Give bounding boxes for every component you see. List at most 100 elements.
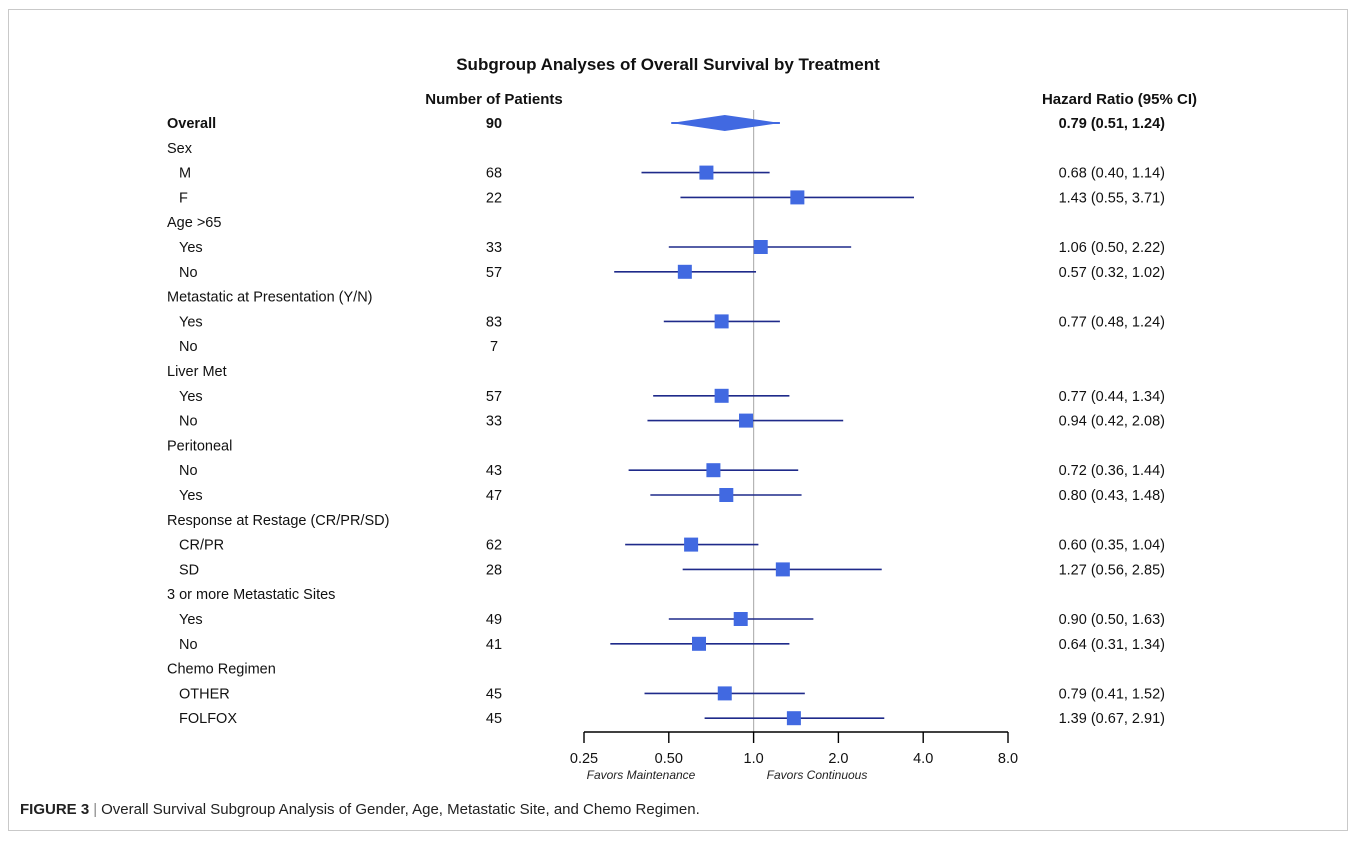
- patient-count: 45: [486, 686, 502, 702]
- forest-row: Yes 57 0.77 (0.44, 1.34): [179, 388, 1165, 405]
- forest-row: SD 28 1.27 (0.56, 2.85): [179, 562, 1165, 578]
- caption-label: FIGURE 3: [20, 801, 90, 818]
- hr-marker: [714, 388, 729, 403]
- forest-row: No 43 0.72 (0.36, 1.44): [179, 463, 1165, 479]
- patient-count: 83: [486, 314, 502, 330]
- hr-marker: [692, 636, 707, 651]
- patient-count: 49: [486, 612, 502, 628]
- patient-count: 68: [486, 166, 502, 182]
- group-label: 3 or more Metastatic Sites: [167, 587, 335, 603]
- group-label: Metastatic at Presentation (Y/N): [167, 290, 373, 306]
- forest-row: M 68 0.68 (0.40, 1.14): [179, 165, 1165, 182]
- forest-row: Yes 33 1.06 (0.50, 2.22): [179, 240, 1165, 256]
- hr-value-text: 0.77 (0.48, 1.24): [1059, 314, 1165, 330]
- hr-value-text: 1.27 (0.56, 2.85): [1059, 562, 1165, 578]
- hr-marker: [699, 165, 714, 180]
- patient-count: 28: [486, 562, 502, 578]
- patient-count: 47: [486, 488, 502, 504]
- hr-value-text: 0.94 (0.42, 2.08): [1059, 414, 1165, 430]
- forest-row: Peritoneal: [167, 438, 232, 454]
- hr-marker: [753, 240, 768, 254]
- forest-row: Age >65: [167, 215, 221, 231]
- hr-value-text: 0.79 (0.41, 1.52): [1059, 686, 1165, 702]
- forest-row: FOLFOX 45 1.39 (0.67, 2.91): [179, 711, 1165, 727]
- hr-value-text: 0.79 (0.51, 1.24): [1059, 116, 1166, 132]
- forest-row: 3 or more Metastatic Sites: [167, 587, 335, 603]
- group-label: Response at Restage (CR/PR/SD): [167, 513, 389, 529]
- x-tick-label: 0.25: [570, 751, 598, 767]
- hr-marker: [790, 190, 805, 205]
- hr-marker: [706, 463, 721, 478]
- row-label: No: [179, 463, 198, 479]
- row-label: No: [179, 265, 198, 281]
- row-label: Yes: [179, 612, 203, 628]
- hr-marker: [733, 612, 748, 626]
- hr-marker: [775, 562, 790, 577]
- hr-value-text: 0.57 (0.32, 1.02): [1059, 265, 1165, 281]
- hr-marker: [739, 413, 754, 428]
- forest-row: Sex: [167, 141, 193, 157]
- hr-value-text: 1.06 (0.50, 2.22): [1059, 240, 1165, 256]
- hr-marker: [719, 488, 734, 502]
- figure-frame: [8, 9, 1348, 831]
- group-label: Chemo Regimen: [167, 662, 276, 678]
- x-tick-label: 2.0: [828, 751, 848, 767]
- row-label: No: [179, 637, 198, 653]
- favors-right-label: Favors Continuous: [767, 768, 868, 782]
- x-axis: 0.25 0.50 1.0 2.0 4.0 8.0: [570, 731, 1018, 767]
- caption-separator: |: [93, 801, 98, 818]
- caption-text: Overall Survival Subgroup Analysis of Ge…: [101, 801, 700, 818]
- forest-row: Liver Met: [167, 364, 227, 380]
- x-tick-label: 1.0: [744, 751, 764, 767]
- forest-row: Metastatic at Presentation (Y/N): [167, 290, 373, 306]
- forest-row: Yes 49 0.90 (0.50, 1.63): [179, 612, 1165, 628]
- group-label: Sex: [167, 141, 193, 157]
- hr-value-text: 1.43 (0.55, 3.71): [1059, 190, 1165, 206]
- chart-title: Subgroup Analyses of Overall Survival by…: [456, 55, 880, 74]
- forest-row: F 22 1.43 (0.55, 3.71): [179, 190, 1165, 206]
- row-label: CR/PR: [179, 538, 224, 554]
- x-tick-label: 0.50: [655, 751, 683, 767]
- row-label: OTHER: [179, 686, 230, 702]
- forest-row: CR/PR 62 0.60 (0.35, 1.04): [179, 537, 1165, 554]
- figure-caption: FIGURE 3 | Overall Survival Subgroup Analy…: [20, 801, 700, 818]
- hr-value-text: 0.77 (0.44, 1.34): [1059, 389, 1165, 405]
- hr-marker: [786, 711, 801, 726]
- patient-count: 22: [486, 190, 502, 206]
- hr-marker: [717, 686, 732, 701]
- forest-row: No 57 0.57 (0.32, 1.02): [179, 264, 1165, 281]
- x-tick-label: 4.0: [913, 751, 933, 767]
- patient-count: 33: [486, 240, 502, 256]
- forest-row: Yes 47 0.80 (0.43, 1.48): [179, 488, 1165, 504]
- patient-count: 41: [486, 637, 502, 653]
- patients-header: Number of Patients: [425, 91, 563, 108]
- hr-marker: [684, 537, 699, 552]
- hr-value-text: 0.68 (0.40, 1.14): [1059, 166, 1165, 182]
- hr-value-text: 0.72 (0.36, 1.44): [1059, 463, 1165, 479]
- group-label: Liver Met: [167, 364, 227, 380]
- hr-value-text: 0.80 (0.43, 1.48): [1059, 488, 1165, 504]
- group-label: Peritoneal: [167, 438, 232, 454]
- favors-left-label: Favors Maintenance: [587, 768, 696, 782]
- forest-row: Yes 83 0.77 (0.48, 1.24): [179, 314, 1165, 330]
- row-label: SD: [179, 562, 199, 578]
- row-label: FOLFOX: [179, 711, 237, 727]
- row-label: No: [179, 414, 198, 430]
- hr-value-text: 0.90 (0.50, 1.63): [1059, 612, 1165, 628]
- forest-row: Response at Restage (CR/PR/SD): [167, 513, 389, 529]
- row-label: F: [179, 190, 188, 206]
- row-label: M: [179, 166, 191, 182]
- rows-layer: Overall 90 0.79 (0.51, 1.24) Sex M 68 0.68 (0.…: [167, 115, 1165, 727]
- hazard-ratio-header: Hazard Ratio (95% CI): [1042, 91, 1197, 108]
- forest-row: Overall 90 0.79 (0.51, 1.24): [167, 115, 1165, 132]
- patient-count: 7: [490, 339, 498, 355]
- forest-row: No 33 0.94 (0.42, 2.08): [179, 413, 1165, 430]
- forest-row: OTHER 45 0.79 (0.41, 1.52): [179, 686, 1165, 702]
- row-label: No: [179, 339, 198, 355]
- patient-count: 62: [486, 538, 502, 554]
- hr-value-text: 0.64 (0.31, 1.34): [1059, 637, 1165, 653]
- row-label: Yes: [179, 389, 203, 405]
- row-label: Yes: [179, 488, 203, 504]
- patient-count: 57: [486, 265, 502, 281]
- patient-count: 33: [486, 414, 502, 430]
